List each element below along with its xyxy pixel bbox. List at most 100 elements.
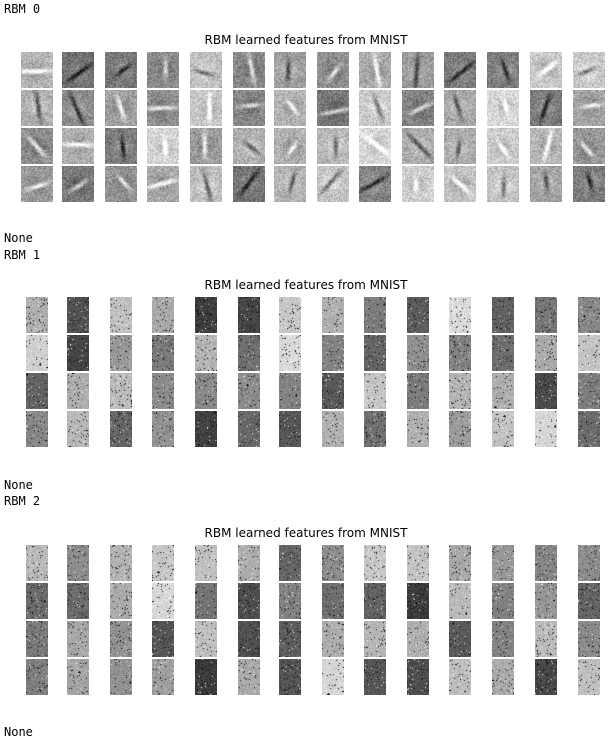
feature-tile: [67, 411, 89, 447]
feature-tile: [26, 583, 48, 619]
figure-title: RBM learned features from MNIST: [204, 526, 408, 540]
feature-tile: [62, 52, 94, 88]
feature-tile: [195, 411, 217, 447]
feature-tile: [110, 411, 132, 447]
feature-tile: [492, 373, 514, 409]
feature-tile: [190, 166, 222, 202]
feature-tile: [322, 621, 344, 657]
feature-tile: [322, 583, 344, 619]
feature-tile: [238, 545, 260, 581]
feature-tile: [67, 583, 89, 619]
feature-tile: [152, 545, 174, 581]
feature-tile: [578, 297, 600, 333]
feature-tile: [573, 90, 605, 126]
feature-tile: [279, 621, 301, 657]
feature-tile: [578, 545, 600, 581]
feature-tile: [364, 411, 386, 447]
feature-tile: [444, 128, 476, 164]
feature-tile: [449, 583, 471, 619]
feature-tile: [195, 335, 217, 371]
feature-tile: [407, 659, 429, 695]
feature-tile: [279, 545, 301, 581]
feature-tile: [26, 659, 48, 695]
feature-tile: [535, 545, 557, 581]
feature-tile: [402, 128, 434, 164]
feature-tile: [578, 659, 600, 695]
feature-tile: [402, 52, 434, 88]
feature-tile: [535, 659, 557, 695]
feature-tile: [238, 297, 260, 333]
feature-tile: [449, 411, 471, 447]
feature-tile: [195, 583, 217, 619]
feature-tile: [535, 373, 557, 409]
feature-tile: [152, 335, 174, 371]
feature-tile: [407, 297, 429, 333]
feature-tile: [407, 545, 429, 581]
feature-tile: [105, 128, 137, 164]
feature-tile: [492, 411, 514, 447]
cell-output-label: RBM 0: [4, 2, 41, 16]
feature-tile: [26, 545, 48, 581]
feature-tile: [238, 335, 260, 371]
feature-tile: [238, 621, 260, 657]
feature-tile: [317, 166, 349, 202]
feature-tile: [449, 659, 471, 695]
feature-tile: [147, 128, 179, 164]
feature-tile: [322, 297, 344, 333]
feature-tile: [449, 335, 471, 371]
feature-tile: [535, 411, 557, 447]
feature-tile: [152, 621, 174, 657]
feature-tile: [530, 166, 562, 202]
feature-tile: [195, 621, 217, 657]
feature-tile: [535, 297, 557, 333]
feature-tile: [492, 621, 514, 657]
feature-tile: [274, 90, 306, 126]
feature-tile: [364, 297, 386, 333]
feature-tile: [195, 373, 217, 409]
feature-tile: [573, 166, 605, 202]
feature-tile: [492, 545, 514, 581]
feature-tile: [279, 659, 301, 695]
feature-tile: [449, 545, 471, 581]
feature-tile: [274, 128, 306, 164]
feature-tile: [110, 621, 132, 657]
cell-output-label: RBM 2: [4, 494, 41, 508]
feature-tile: [402, 166, 434, 202]
feature-tile: [190, 90, 222, 126]
feature-tile: [444, 166, 476, 202]
feature-tile: [110, 297, 132, 333]
feature-tile: [195, 297, 217, 333]
feature-tile: [233, 52, 265, 88]
feature-tile: [67, 335, 89, 371]
feature-tile: [21, 52, 53, 88]
feature-tile: [21, 90, 53, 126]
feature-tile: [322, 659, 344, 695]
cell-output-result: None: [4, 725, 33, 739]
feature-tile: [407, 621, 429, 657]
feature-tile: [487, 128, 519, 164]
feature-tile: [279, 411, 301, 447]
feature-tile: [364, 545, 386, 581]
feature-tile: [152, 583, 174, 619]
feature-tile: [110, 659, 132, 695]
feature-tile: [279, 297, 301, 333]
feature-tile: [274, 52, 306, 88]
feature-tile: [67, 621, 89, 657]
feature-tile: [317, 52, 349, 88]
cell-output-result: None: [4, 231, 33, 245]
feature-tile: [578, 583, 600, 619]
feature-tile: [152, 659, 174, 695]
feature-tile: [578, 621, 600, 657]
feature-tile: [492, 335, 514, 371]
feature-tile: [573, 52, 605, 88]
feature-tile: [449, 621, 471, 657]
feature-tile: [322, 411, 344, 447]
feature-tile: [21, 166, 53, 202]
figure-title: RBM learned features from MNIST: [204, 33, 408, 47]
feature-tile: [364, 373, 386, 409]
feature-tile: [26, 297, 48, 333]
cell-output-label: RBM 1: [4, 248, 41, 262]
feature-tile: [110, 545, 132, 581]
feature-tile: [238, 659, 260, 695]
feature-tile: [190, 52, 222, 88]
